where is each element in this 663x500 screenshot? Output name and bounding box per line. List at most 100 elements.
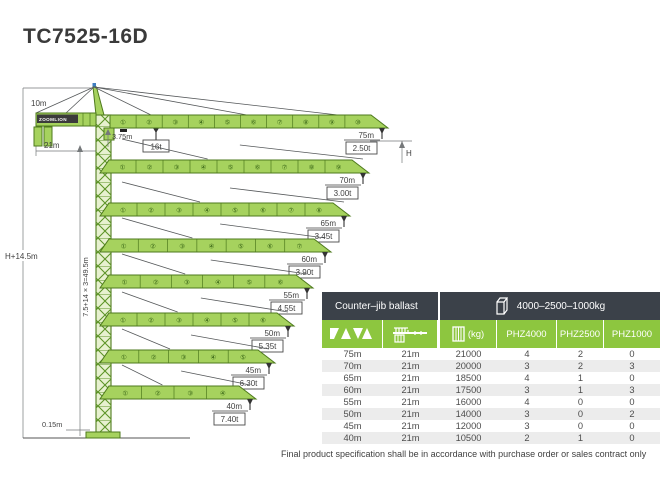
svg-text:②: ② [151, 354, 157, 362]
table-cell: 2 [577, 349, 584, 359]
svg-text:⑨: ⑨ [336, 164, 342, 172]
trolley-offset-label: 3.75m [112, 132, 132, 141]
table-cell: 45m [343, 421, 362, 431]
svg-text:③: ③ [176, 317, 182, 325]
table-cell: 21m [401, 421, 420, 431]
svg-text:②: ② [150, 243, 156, 251]
jib-length-label: 45m [245, 366, 261, 375]
table-cell: 3 [524, 361, 530, 371]
table-cell: 1 [577, 373, 584, 383]
tip-load-label: 4.55t [278, 304, 297, 313]
ballast-kg-icon: (kg) [440, 320, 497, 348]
svg-text:⑤: ⑤ [228, 164, 234, 172]
svg-text:②: ② [155, 390, 161, 398]
svg-text:⑦: ⑦ [288, 207, 294, 215]
jib-configurations: ① ② ③ ④ ⑤ ⑥ ⑦ ⑧ ⑨ ⑩ 75m 2.50t ① ② ③ ④ ⑤ ⑥ ⑦ ⑧ ⑨ 70m 3.00t ① ② ③ ④ ⑤… [99, 114, 390, 426]
svg-text:①: ① [120, 164, 126, 172]
table-cell: 21m [401, 361, 420, 371]
table-row: 70m 21m 20000 3 2 3 [322, 360, 660, 372]
svg-text:①: ① [120, 317, 126, 325]
svg-text:⑧: ⑧ [316, 207, 322, 215]
svg-text:⑥: ⑥ [278, 279, 284, 287]
kg-unit-label: (kg) [467, 328, 485, 340]
svg-text:①: ① [120, 119, 126, 127]
ballast-weights-label: 4000–2500–1000kg [516, 300, 606, 312]
table-cell: 21m [401, 349, 420, 359]
table-cell: 0 [629, 433, 635, 443]
svg-text:③: ③ [184, 279, 190, 287]
table-cell: 21m [401, 373, 420, 383]
counter-jib-length-label: 21m [44, 141, 60, 150]
table-cell: 20000 [455, 361, 482, 371]
svg-text:⑤: ⑤ [232, 317, 238, 325]
svg-text:④: ④ [201, 164, 207, 172]
jib-config-75m: ① ② ③ ④ ⑤ ⑥ ⑦ ⑧ ⑨ ⑩ 75m 2.50t [109, 114, 390, 155]
table-cell: 60m [343, 385, 362, 395]
counterweight-block [43, 126, 53, 147]
hoist-16t: 16t [142, 128, 170, 153]
tower-base-footing [85, 431, 121, 439]
table-cell: 0 [577, 409, 584, 419]
table-cell: 1 [577, 433, 584, 443]
table-row: 40m 21m 10500 2 1 0 [322, 432, 660, 444]
jib-config-65m: ① ② ③ ④ ⑤ ⑥ ⑦ ⑧ 65m 3.45t [99, 181, 352, 243]
table-cell: 16000 [455, 397, 482, 407]
base-offset-label: 0.15m [42, 420, 62, 429]
svg-text:①: ① [121, 243, 127, 251]
svg-text:⑤: ⑤ [238, 243, 244, 251]
jib-body [99, 238, 333, 253]
table-cell: 10500 [455, 433, 482, 443]
svg-text:②: ② [153, 279, 159, 287]
svg-text:②: ② [148, 317, 154, 325]
svg-text:⑥: ⑥ [251, 119, 257, 127]
svg-text:⑧: ⑧ [303, 119, 309, 127]
svg-text:⑩: ⑩ [355, 119, 361, 127]
jib-body [99, 385, 258, 400]
svg-text:⑦: ⑦ [296, 243, 302, 251]
brand-band [37, 114, 78, 123]
tip-load-label: 3.00t [334, 189, 353, 198]
jib-config-45m: ① ② ③ ④ ⑤ 45m 6.30t [99, 328, 277, 390]
table-cell: 21m [401, 385, 420, 395]
svg-text:④: ④ [215, 279, 221, 287]
table-body: 75m 21m 21000 4 2 0 70m 21m 20000 3 2 3 65m 21m 18500 4… [322, 348, 660, 444]
svg-text:③: ③ [172, 119, 178, 127]
table-cell: 2 [577, 361, 584, 371]
jib-config-60m: ① ② ③ ④ ⑤ ⑥ ⑦ 60m 3.90t [99, 217, 333, 279]
svg-text:⑤: ⑤ [240, 354, 246, 362]
jib-length-label: 60m [301, 255, 317, 264]
table-cell: 40m [343, 433, 362, 443]
table-cell: 65m [343, 373, 362, 383]
header-ballast-weights: 4000–2500–1000kg [440, 292, 660, 320]
total-height-label: H+14.5m [5, 252, 38, 261]
header-counter-jib-ballast: Counter–jib ballast [322, 292, 438, 320]
table-cell: 21000 [455, 349, 482, 359]
svg-text:⑤: ⑤ [232, 207, 238, 215]
svg-text:④: ④ [198, 119, 204, 127]
table-header-dark: Counter–jib ballast 4000–2500–1000kg [322, 292, 660, 320]
svg-text:⑧: ⑧ [309, 164, 315, 172]
jib-config-50m: ① ② ③ ④ ⑤ ⑥ 50m 5.35t [99, 291, 296, 353]
table-cell: 3 [524, 409, 530, 419]
jib-length-label: 40m [226, 402, 242, 411]
table-cell: 21m [401, 397, 420, 407]
table-cell: 3 [524, 421, 530, 431]
column-phz2500: PHZ2500 [557, 320, 604, 348]
table-cell: 21m [401, 433, 420, 443]
jib-body [99, 202, 352, 217]
column-phz4000: PHZ4000 [497, 320, 557, 348]
tower-sections-label: 7.5+14 × 3=49.5m [81, 257, 90, 316]
table-cell: 2 [629, 409, 635, 419]
jib-length-icon [322, 320, 383, 348]
disclaimer-text: Final product specification shall be in … [281, 449, 647, 459]
svg-text:④: ④ [204, 207, 210, 215]
tip-load-label: 3.90t [296, 268, 315, 277]
table-cell: 0 [577, 421, 584, 431]
table-row: 50m 21m 14000 3 0 2 [322, 408, 660, 420]
svg-text:①: ① [122, 390, 128, 398]
jib-length-label: 65m [320, 219, 336, 228]
table-row: 60m 21m 17500 3 1 3 [322, 384, 660, 396]
table-cell: 4 [524, 397, 530, 407]
svg-text:⑥: ⑥ [255, 164, 261, 172]
